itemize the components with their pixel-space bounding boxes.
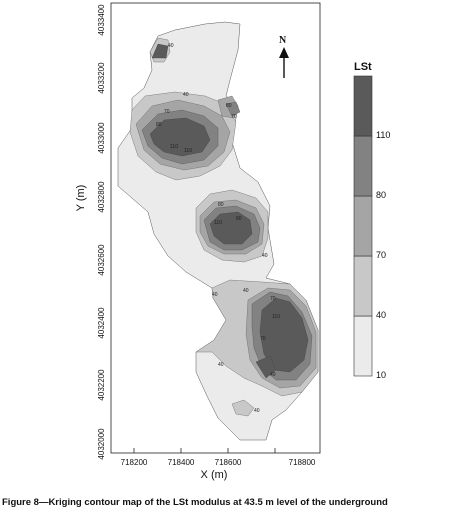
y-axis-label: Y (m) [75,185,87,212]
contour-label: 40 [183,92,189,98]
north-arrow-label: N [279,35,287,46]
legend-tick-label: 10 [376,370,386,380]
y-tick-label: 4032600 [97,244,106,276]
contour-label: 40 [218,362,224,368]
legend-swatch-110-plus [353,75,373,137]
contour-label: 40 [262,253,268,259]
north-arrow: N [279,35,289,78]
contour-label: 80 [226,103,232,109]
contour-label: 80 [156,122,162,128]
legend-title: LSt [354,61,372,73]
y-tick-label: 4032200 [97,369,106,401]
contour-label: 40 [270,372,276,378]
y-axis: 4032000 4032200 4032400 4032600 4032800 … [75,4,106,460]
x-tick-label: 718400 [168,458,195,467]
contour-label: 40 [254,408,260,414]
y-tick-label: 4033400 [97,4,106,36]
legend-swatch-80-110 [353,135,373,197]
contour-labels: 40 40 70 70 80 80 110 110 80 110 80 40 4… [156,43,280,414]
contour-label: 110 [170,144,178,150]
class-110-plus-regions [149,43,309,379]
legend: LSt 10 40 70 80 110 [353,61,390,380]
x-tick-label: 718600 [215,458,242,467]
legend-swatch-70-80 [353,195,373,257]
contour-label: 70 [164,109,170,115]
legend-tick-label: 110 [376,130,390,140]
x-axis: 718200 718400 718600 718800 X (m) [121,448,316,481]
legend-tick-label: 40 [376,310,386,320]
y-tick-label: 4032800 [97,181,106,213]
contour-label: 70 [260,336,266,342]
y-tick-label: 4032400 [97,307,106,339]
contour-label: 40 [212,292,218,298]
legend-swatch-40-70 [353,255,373,317]
y-tick-label: 4032000 [97,428,106,460]
x-tick-label: 718200 [121,458,148,467]
x-tick-label: 718800 [289,458,316,467]
y-tick-label: 4033200 [97,62,106,94]
contour-label: 40 [168,43,174,49]
legend-swatch-10-40 [353,315,373,377]
y-tick-label: 4033000 [97,122,106,154]
contour-label: 40 [243,288,249,294]
contour-label: 110 [272,314,280,320]
contour-label: 70 [231,114,237,120]
contour-label: 110 [184,148,192,154]
contour-label: 80 [236,216,242,222]
contour-label: 70 [270,296,276,302]
figure-caption: Figure 8—Kriging contour map of the LSt … [2,497,388,508]
contour-label: 110 [214,220,222,226]
contour-label: 80 [218,202,224,208]
legend-tick-label: 80 [376,190,386,200]
legend-tick-label: 70 [376,250,386,260]
x-axis-label: X (m) [201,469,228,481]
